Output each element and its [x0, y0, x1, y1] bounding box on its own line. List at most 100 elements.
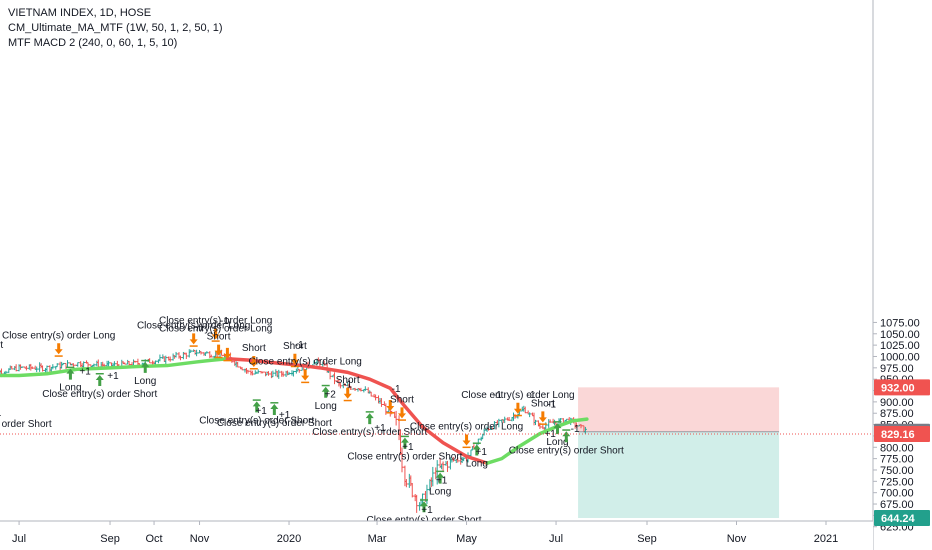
candle: [164, 355, 168, 365]
candle: [281, 371, 285, 377]
long-arrow-icon: [321, 386, 330, 398]
candle: [133, 360, 137, 363]
signal-marker: Close entry(s) order Short: [42, 372, 158, 400]
candle: [45, 365, 49, 373]
long-arrow-icon: [472, 444, 481, 456]
signal-marker: Long: [546, 421, 569, 448]
long-arrow-icon: [400, 437, 409, 449]
time-tick-label: Sep: [100, 533, 120, 545]
candle: [30, 366, 34, 369]
candle: [55, 363, 59, 368]
candle: [445, 460, 449, 472]
candle: [384, 403, 388, 415]
candle: [333, 372, 337, 385]
signal-label: Close entry(s) order Long: [159, 315, 272, 326]
signal-marker: Close entry(s) order Short: [0, 419, 52, 430]
signal-marker: Close entry(s) order Short: [217, 402, 332, 429]
signal-label: Close entry(s) order Long: [2, 330, 115, 341]
time-axis-bg: [0, 521, 873, 550]
candle: [205, 351, 209, 354]
ma-indicator-label[interactable]: CM_Ultimate_MA_MTF (1W, 50, 1, 2, 50, 1): [8, 22, 223, 34]
candle: [240, 367, 244, 371]
signal-marker: Short: [242, 343, 266, 370]
short-arrow-icon: [513, 402, 522, 414]
trade-qty-label: Close entry(s) order Long: [159, 324, 272, 335]
trade-qty-label: -1: [295, 340, 304, 351]
long-arrow-icon: [420, 501, 429, 513]
candle: [462, 457, 466, 462]
price-tick-label: 675.00: [880, 499, 914, 511]
short-arrow-bar: [538, 423, 547, 425]
signal-marker: Long: [59, 366, 82, 394]
candle: [261, 371, 265, 374]
short-arrow-bar: [301, 381, 310, 384]
long-arrow-icon: [95, 374, 104, 386]
candle: [441, 461, 445, 472]
candle: [195, 349, 199, 357]
long-arrow-icon: [270, 404, 279, 416]
candle: [579, 424, 583, 429]
short-arrow-bar: [211, 340, 220, 342]
short-arrow-icon: [301, 369, 310, 381]
candle: [10, 365, 14, 370]
candle: [35, 366, 39, 373]
signal-marker: Close entry(s) order Long: [137, 320, 250, 347]
trade-qty-label: -1: [220, 316, 229, 327]
candle: [76, 362, 80, 367]
candle: [507, 417, 511, 421]
candle: [338, 382, 342, 389]
candle: [61, 362, 65, 366]
candle: [168, 356, 172, 362]
candle: [24, 365, 28, 371]
signal-label: Short: [207, 332, 231, 343]
candle: [404, 479, 408, 488]
trade-qty-label: -1: [571, 424, 580, 435]
long-arrow-bar: [436, 470, 445, 473]
signal-label: Long: [429, 487, 451, 498]
trade-qty-label: -1: [527, 390, 536, 401]
signal-marker: Close entry(s) order Long: [2, 330, 115, 357]
candle: [297, 369, 301, 373]
candle: [236, 361, 240, 368]
time-tick-label: Mar: [368, 533, 387, 545]
signal-marker: Short: [390, 394, 414, 421]
short-arrow-icon: [343, 387, 352, 399]
candle: [107, 360, 111, 367]
trade-qty-label: -1: [493, 390, 502, 401]
signal-label: Close entry(s) order Short: [42, 389, 157, 400]
symbol-title: VIETNAM INDEX, 1D, HOSE: [8, 7, 152, 19]
signal-marker: Long: [315, 384, 337, 412]
signal-label: Close entry(s) order Short: [199, 415, 314, 426]
macd-indicator-label[interactable]: MTF MACD 2 (240, 0, 60, 1, 5, 10): [8, 37, 178, 49]
trade-qty-label: +1: [79, 367, 91, 378]
price-tick-label: 725.00: [880, 476, 914, 488]
signal-marker: [223, 347, 232, 362]
signal-marker: Short: [0, 340, 3, 351]
price-tick-label: 700.00: [880, 488, 914, 500]
price-tick-label: 1050.00: [880, 329, 920, 341]
candle: [548, 419, 552, 423]
price-tick-label: 775.00: [880, 454, 914, 466]
stop-loss-zone: [578, 387, 780, 432]
signal-marker: [386, 400, 395, 414]
price-tick-label: 1075.00: [880, 317, 920, 329]
candle: [178, 355, 182, 361]
candle: [363, 386, 367, 391]
short-arrow-bar: [343, 399, 352, 402]
time-tick-label: Nov: [190, 533, 210, 545]
candle: [451, 456, 455, 462]
candle: [291, 370, 295, 377]
indicator-legend: VIETNAM INDEX, 1D, HOSE CM_Ultimate_MA_M…: [8, 6, 223, 51]
signal-marker: Short: [207, 332, 231, 359]
candle: [575, 422, 579, 428]
long-arrow-icon: [553, 423, 562, 435]
signal-marker: Close entry(s) order Long: [159, 315, 272, 342]
short-arrow-icon: [462, 434, 471, 446]
candle: [523, 406, 527, 414]
signal-label: Long: [315, 401, 337, 412]
price-badge-label: 644.24: [881, 513, 916, 525]
candle: [425, 484, 429, 505]
short-arrow-icon: [223, 347, 232, 359]
signal-label: Close entry(s) order Short: [347, 452, 462, 463]
